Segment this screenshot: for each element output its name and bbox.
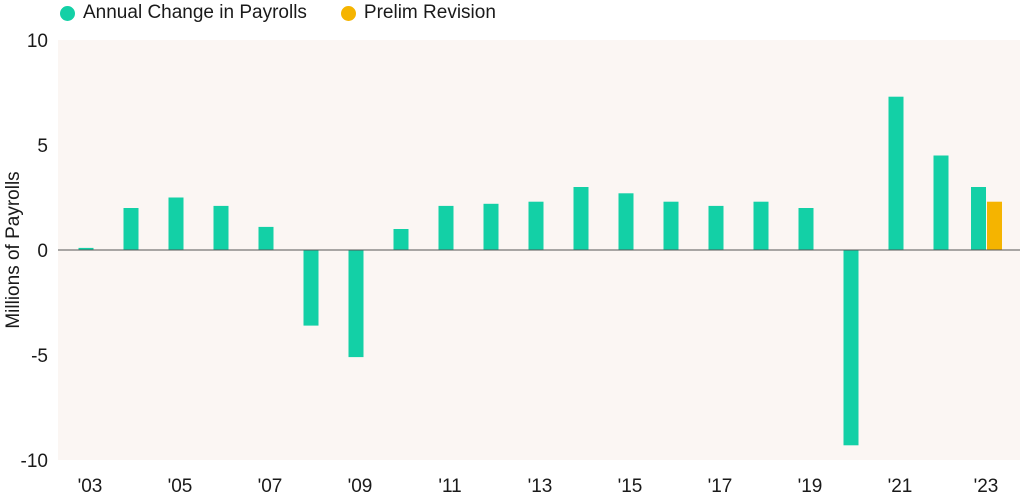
legend-item-annual-change: Annual Change in Payrolls	[60, 2, 307, 24]
y-tick-label: -10	[21, 451, 48, 472]
bar-annual-change-2012	[483, 203, 499, 250]
legend-dot-icon	[60, 5, 75, 21]
legend-label: Prelim Revision	[363, 2, 496, 23]
bar-annual-change-2015	[618, 193, 634, 250]
x-tick-label: '21	[888, 476, 913, 497]
bar-annual-change-2006	[213, 205, 229, 250]
x-tick-label: '15	[618, 476, 643, 497]
bar-annual-change-2010	[393, 229, 409, 250]
bar-annual-change-2021	[888, 96, 904, 250]
bar-annual-change-2008	[303, 250, 319, 326]
x-tick-label: '11	[438, 476, 461, 497]
legend-dot-icon	[340, 5, 356, 21]
x-tick-label: '03	[78, 476, 103, 497]
bar-annual-change-2005	[168, 197, 184, 250]
x-tick-label: '17	[708, 476, 733, 497]
bar-annual-change-2011	[438, 205, 454, 250]
bar-annual-change-2003	[78, 247, 94, 250]
bars-group	[78, 96, 1002, 446]
y-tick-label: 5	[37, 136, 48, 157]
legend-item-prelim-revision: Prelim Revision	[340, 2, 496, 24]
bar-prelim-revision-2023	[987, 201, 1002, 250]
bar-annual-change-2014	[573, 187, 589, 250]
bar-annual-change-2013	[528, 201, 544, 250]
bar-annual-change-2004	[123, 208, 139, 250]
bar-annual-change-2007	[258, 226, 274, 250]
bar-annual-change-2017	[708, 205, 724, 250]
bar-annual-change-2018	[753, 201, 769, 250]
bar-annual-change-2016	[663, 201, 679, 250]
x-tick-label: '13	[528, 476, 553, 497]
bar-annual-change-2009	[348, 250, 364, 358]
bar-annual-change-2022	[933, 155, 949, 250]
x-tick-label: '23	[974, 476, 999, 497]
x-tick-label: '05	[168, 476, 193, 497]
bar-annual-change-2019	[798, 208, 814, 250]
x-tick-label: '09	[348, 476, 373, 497]
x-tick-label: '19	[798, 476, 823, 497]
legend-label: Annual Change in Payrolls	[83, 2, 307, 23]
x-ticks: '03 '05 '07 '09 '11 '13 '15 '17 '19 '21 '23	[78, 476, 999, 497]
x-tick-label: '07	[258, 476, 283, 497]
legend: Annual Change in Payrolls Prelim Revisio…	[60, 0, 496, 26]
bar-annual-change-2023	[971, 187, 986, 250]
y-tick-label: 0	[37, 241, 48, 262]
bar-annual-change-2020	[843, 250, 859, 446]
y-tick-label: -5	[31, 346, 48, 367]
y-tick-label: 10	[27, 31, 48, 52]
y-ticks: 10 5 0 -5 -10	[21, 31, 48, 472]
y-axis-label: Millions of Payrolls	[3, 171, 24, 328]
